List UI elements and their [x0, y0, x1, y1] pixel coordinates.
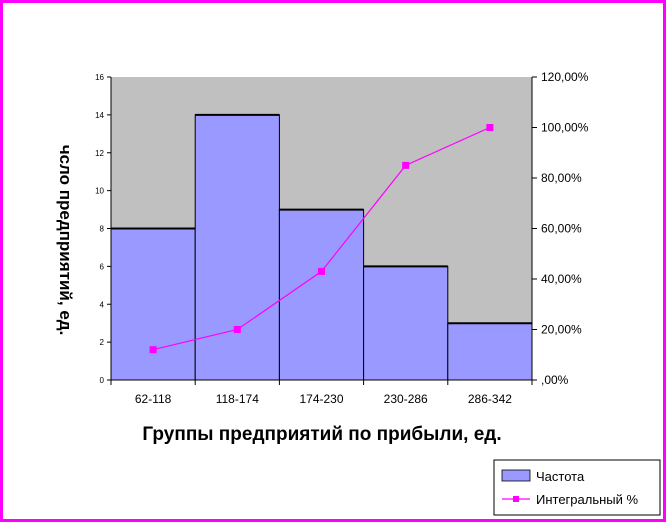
x-tick-label: 286-342 [468, 392, 512, 406]
x-tick-label: 118-174 [216, 392, 259, 406]
x-axis-label: Группы предприятий по прибыли, ед. [142, 424, 501, 445]
y2-tick-label: 120,00% [541, 70, 589, 84]
legend-bar-label: Частота [536, 469, 585, 484]
y2-tick-label: 20,00% [541, 323, 582, 337]
line-point [318, 267, 325, 275]
y2-tick-label: 40,00% [541, 272, 582, 286]
y2-tick-label: 100,00% [541, 121, 589, 135]
bar [110, 228, 196, 381]
y2-tick-label: ,00% [541, 373, 569, 387]
line-point [486, 124, 494, 131]
bar [447, 322, 533, 381]
y2-tick-label: 80,00% [541, 171, 582, 185]
y-tick-label: 10 [95, 187, 104, 196]
y-tick-label: 12 [95, 149, 104, 158]
y-axis-label: чсло предприятий, ед. [56, 145, 75, 336]
y-axis-ticks: 0 2 4 6 8 10 12 14 16 [95, 73, 111, 385]
y2-tick-label: 60,00% [541, 222, 582, 236]
y-tick-label: 14 [95, 111, 104, 120]
legend-line-label: Интегральный % [536, 492, 639, 507]
x-axis-ticks: 62-118 118-174 174-230 230-286 286-342 [110, 380, 533, 406]
line-point [149, 346, 157, 354]
line-series [149, 124, 494, 354]
y2-axis-ticks: ,00% 20,00% 40,00% 60,00% 80,00% 100,00% 120,0… [532, 70, 589, 387]
legend-bar-swatch [501, 469, 531, 482]
bar [363, 265, 449, 381]
y-tick-label: 16 [95, 73, 104, 82]
legend: Частота Интегральный % [493, 459, 661, 516]
legend-line-marker [513, 496, 519, 502]
bar [194, 114, 280, 381]
y-tick-label: 8 [100, 225, 105, 234]
y-tick-label: 0 [100, 376, 105, 385]
x-tick-label: 62-118 [135, 392, 172, 406]
legend-box [493, 459, 661, 516]
y-tick-label: 6 [100, 262, 105, 271]
line-point [402, 161, 410, 169]
x-tick-label: 230-286 [384, 392, 428, 406]
x-tick-label: 174-230 [299, 392, 343, 406]
y-tick-label: 2 [100, 338, 105, 347]
line-point [233, 326, 241, 333]
y-tick-label: 4 [100, 300, 105, 309]
